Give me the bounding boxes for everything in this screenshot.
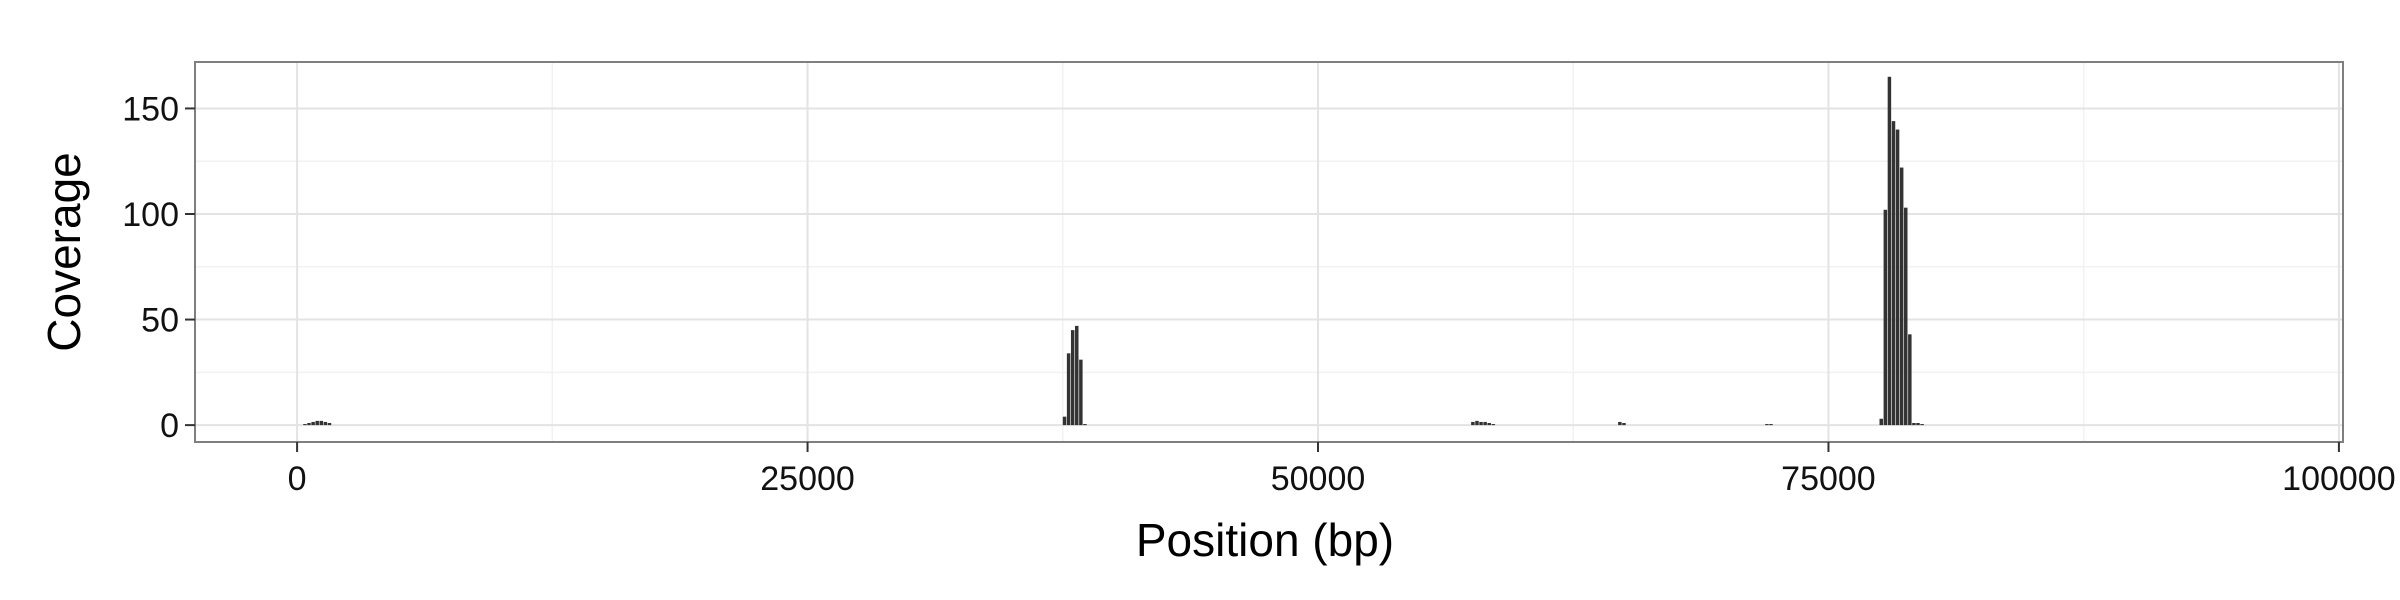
x-axis: 0 25000 50000 75000 100000 bbox=[288, 442, 2396, 498]
coverage-bar bbox=[1079, 359, 1083, 426]
coverage-bar bbox=[1916, 423, 1920, 426]
coverage-bar bbox=[1471, 421, 1475, 426]
coverage-bar bbox=[303, 424, 307, 426]
coverage-bar bbox=[1066, 353, 1071, 426]
x-tick-label: 50000 bbox=[1271, 460, 1366, 498]
coverage-bar bbox=[323, 421, 328, 426]
x-tick-label: 100000 bbox=[2282, 460, 2395, 498]
coverage-bar bbox=[1062, 416, 1067, 426]
coverage-bar bbox=[1891, 121, 1896, 426]
minor-gridlines bbox=[195, 62, 2343, 442]
y-axis: 0 50 100 150 bbox=[122, 90, 195, 445]
coverage-bar bbox=[311, 421, 315, 426]
coverage-bar bbox=[1622, 423, 1626, 426]
coverage-bar bbox=[1487, 423, 1491, 426]
coverage-bar bbox=[1912, 423, 1916, 426]
coverage-bar bbox=[1887, 76, 1892, 426]
y-axis-title: Coverage bbox=[38, 152, 90, 351]
x-tick-label: 25000 bbox=[760, 460, 855, 498]
coverage-bar bbox=[1920, 424, 1924, 426]
coverage-bar bbox=[1908, 334, 1912, 426]
coverage-bar bbox=[1070, 330, 1075, 426]
coverage-bar bbox=[1083, 424, 1087, 426]
x-tick-label: 0 bbox=[288, 460, 307, 498]
y-tick-label: 100 bbox=[122, 196, 179, 234]
coverage-bar bbox=[1769, 424, 1773, 426]
x-axis-title: Position (bp) bbox=[1136, 514, 1394, 566]
coverage-bar bbox=[1479, 421, 1483, 426]
coverage-bar bbox=[1075, 325, 1079, 426]
coverage-bar bbox=[1883, 209, 1888, 426]
coverage-bar bbox=[1879, 418, 1883, 426]
coverage-bar bbox=[1765, 424, 1769, 426]
y-tick-label: 0 bbox=[160, 407, 179, 445]
coverage-bar bbox=[1475, 420, 1479, 426]
coverage-bar bbox=[315, 420, 319, 426]
coverage-bar bbox=[327, 423, 332, 426]
coverage-bar bbox=[1895, 129, 1900, 426]
coverage-bar bbox=[319, 420, 324, 426]
y-tick-label: 50 bbox=[141, 302, 179, 340]
coverage-bar bbox=[1618, 421, 1622, 426]
coverage-bar bbox=[1483, 421, 1487, 426]
panel-border bbox=[194, 61, 2344, 443]
y-tick-label: 150 bbox=[122, 90, 179, 128]
coverage-bar bbox=[1904, 207, 1908, 426]
coverage-bar bbox=[307, 423, 311, 426]
coverage-bar bbox=[1899, 167, 1904, 426]
panel-background bbox=[195, 62, 2343, 442]
x-tick-label: 75000 bbox=[1781, 460, 1876, 498]
coverage-bar bbox=[1491, 424, 1496, 426]
bars bbox=[303, 76, 1924, 426]
major-gridlines bbox=[195, 62, 2343, 442]
